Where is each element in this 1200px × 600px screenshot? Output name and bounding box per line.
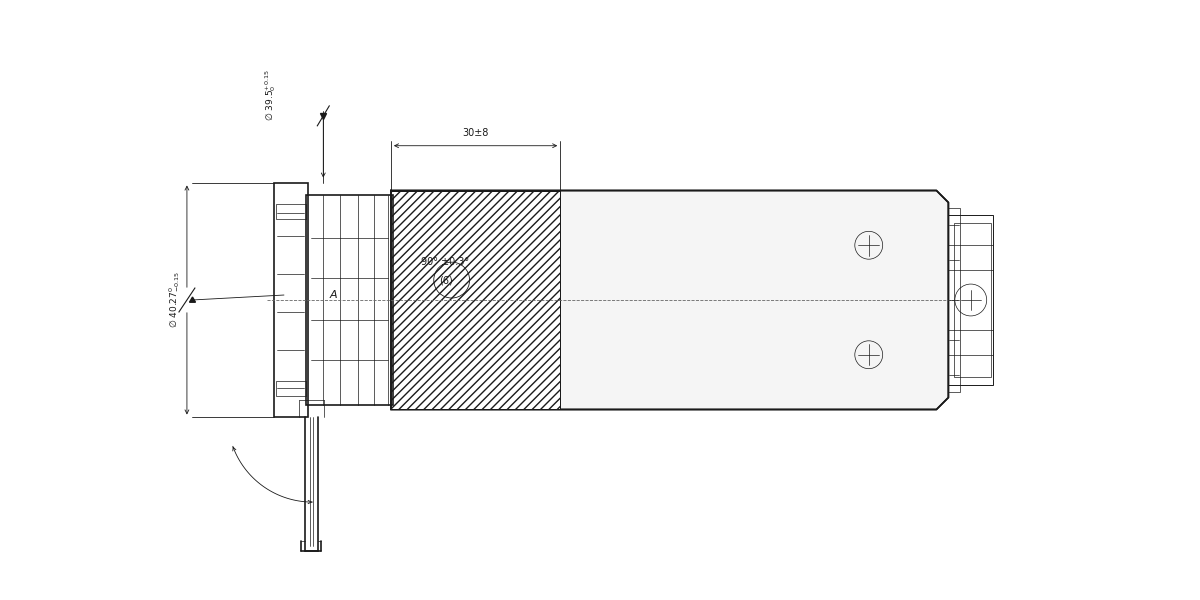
Text: (6): (6) xyxy=(439,275,452,285)
Bar xyxy=(391,191,560,409)
Text: $\varnothing$ 39.5$^{+0.15}_{0}$: $\varnothing$ 39.5$^{+0.15}_{0}$ xyxy=(264,69,278,121)
Text: 90° ±0.3°: 90° ±0.3° xyxy=(421,257,469,267)
Bar xyxy=(306,196,392,404)
Bar xyxy=(954,223,991,377)
Text: 30±8: 30±8 xyxy=(462,128,488,138)
Text: A: A xyxy=(330,290,337,300)
Bar xyxy=(948,208,960,392)
Bar xyxy=(274,182,308,418)
Bar xyxy=(276,205,306,220)
Bar xyxy=(948,215,994,385)
Text: $\varnothing$ 40.27$^{0}_{-0.15}$: $\varnothing$ 40.27$^{0}_{-0.15}$ xyxy=(168,272,182,328)
Polygon shape xyxy=(391,191,948,409)
Bar xyxy=(276,380,306,395)
